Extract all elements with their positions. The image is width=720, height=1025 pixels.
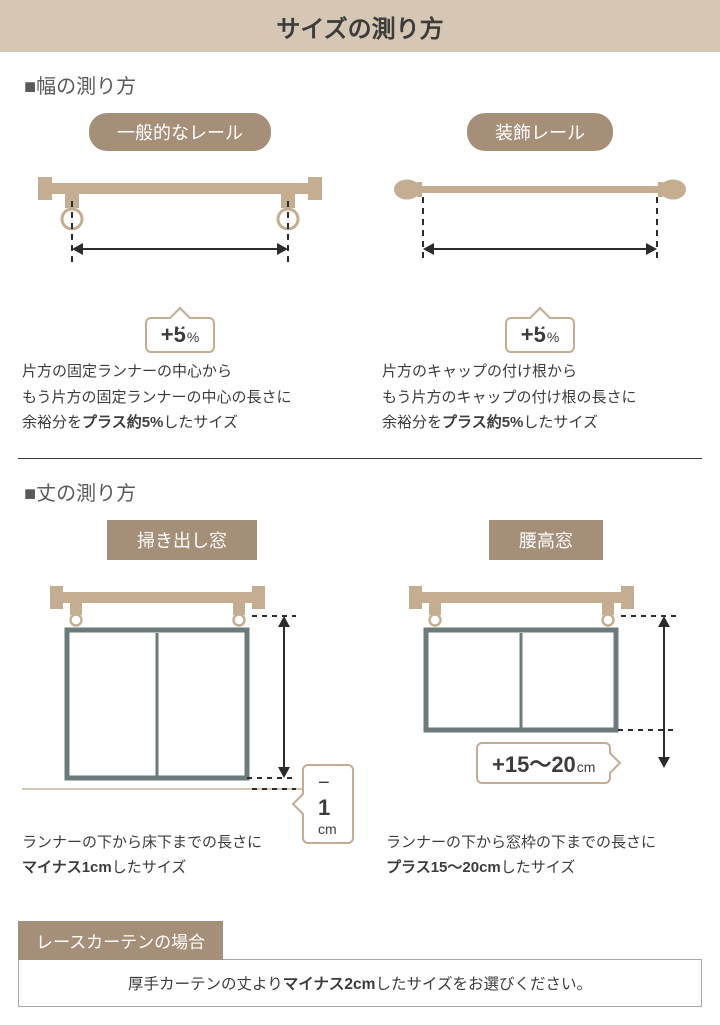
desc-waist: ランナーの下から窓枠の下までの長さに プラス15〜20cmしたサイズ [386, 816, 706, 903]
lace-bold: マイナス2cm [283, 976, 376, 993]
length-heading: ■丈の測り方 [0, 459, 720, 520]
desc-line: ランナーの下から床下までの長さに [22, 834, 262, 851]
desc-line: 片方のキャップの付け根から [382, 363, 577, 380]
diagram-standard-rail [30, 175, 330, 305]
desc-standard: 片方の固定ランナーの中心から もう片方の固定ランナーの中心の長さに 余裕分をプラ… [22, 353, 338, 458]
lace-text: したサイズをお選びください。 [375, 976, 592, 993]
callout-standard-width: +5% [145, 317, 216, 353]
desc-bold: プラス15〜20cm [386, 859, 501, 876]
callout-unit: cm [318, 821, 337, 837]
callout-value: +5 [161, 322, 186, 347]
callout-unit: cm [577, 759, 596, 775]
pill-standard-rail: 一般的なレール [89, 113, 271, 151]
desc-line: もう片方の固定ランナーの中心の長さに [22, 389, 292, 406]
callout-pre: − [318, 772, 330, 794]
desc-line: したサイズ [501, 859, 576, 876]
desc-line: 余裕分を [382, 414, 442, 431]
page-title: サイズの測り方 [0, 0, 720, 52]
desc-line: したサイズ [163, 414, 238, 431]
label-waist-window: 腰高窓 [489, 520, 603, 560]
diagram-decorative-rail [390, 175, 690, 305]
width-heading: ■幅の測り方 [0, 52, 720, 113]
callout-unit: % [187, 329, 199, 345]
callout-floor-length: − 1 cm [302, 764, 354, 844]
length-col-floor: 掃き出し窓 [0, 520, 364, 903]
length-col-waist: 腰高窓 [364, 520, 720, 903]
lace-label: レースカーテンの場合 [18, 921, 223, 960]
desc-line: 片方の固定ランナーの中心から [22, 363, 232, 380]
lace-text: 厚手カーテンの丈より [128, 976, 283, 993]
desc-decorative: 片方のキャップの付け根から もう片方のキャップの付け根の長さに 余裕分をプラス約… [382, 353, 698, 458]
callout-value: 1 [318, 795, 330, 820]
callout-value: +15〜20 [492, 752, 576, 777]
desc-line: したサイズ [112, 859, 187, 876]
desc-bold: プラス約5% [442, 414, 523, 431]
callout-value: +5 [521, 322, 546, 347]
desc-line: ランナーの下から窓枠の下までの長さに [386, 834, 656, 851]
width-col-decorative: 装飾レール +5% 片方のキャップの付け根から [360, 113, 720, 458]
width-col-standard: 一般的なレール [0, 113, 360, 458]
lace-note: 厚手カーテンの丈よりマイナス2cmしたサイズをお選びください。 [18, 959, 702, 1007]
diagram-waist-window: +15〜20cm [386, 584, 706, 804]
desc-line: したサイズ [523, 414, 598, 431]
label-floor-window: 掃き出し窓 [107, 520, 257, 560]
width-row: 一般的なレール [0, 113, 720, 458]
length-row: 掃き出し窓 [0, 520, 720, 903]
diagram-floor-window: − 1 cm [22, 584, 342, 804]
callout-waist-length: +15〜20cm [476, 742, 611, 784]
desc-bold: プラス約5% [82, 414, 163, 431]
desc-line: 余裕分を [22, 414, 82, 431]
callout-unit: % [547, 329, 559, 345]
pill-decorative-rail: 装飾レール [467, 113, 613, 151]
callout-decorative-width: +5% [505, 317, 576, 353]
desc-line: もう片方のキャップの付け根の長さに [382, 389, 637, 406]
desc-floor: ランナーの下から床下までの長さに マイナス1cmしたサイズ [22, 816, 342, 903]
desc-bold: マイナス1cm [22, 859, 112, 876]
